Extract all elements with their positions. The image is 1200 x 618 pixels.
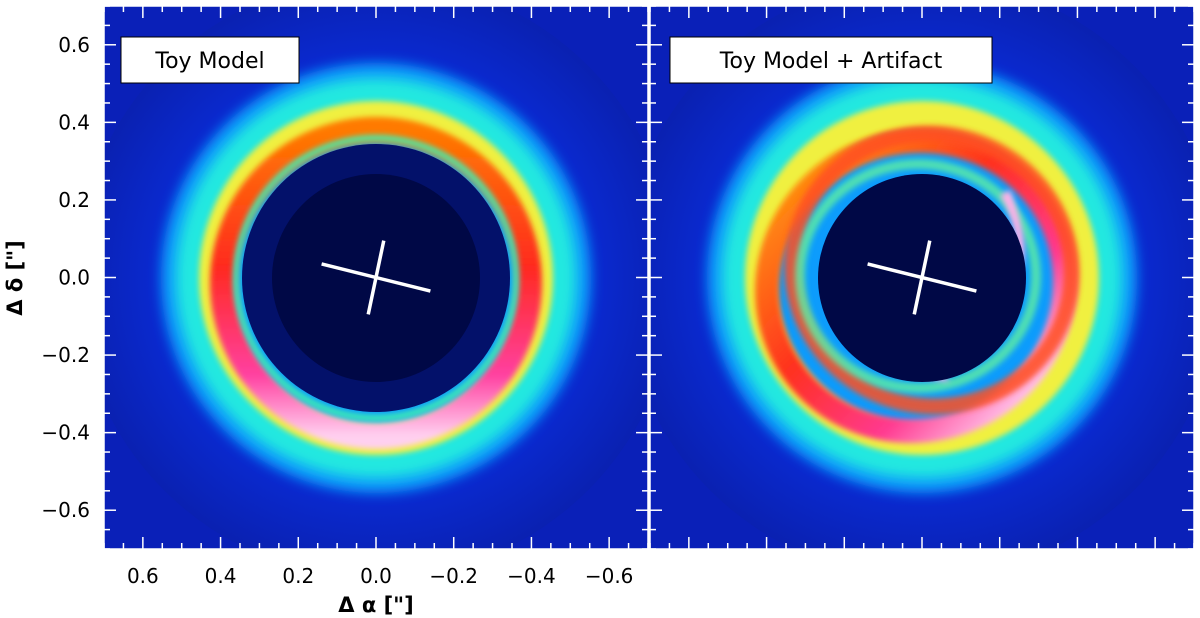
y-axis-label: Δ δ ["] <box>3 240 27 315</box>
heatmap-image-right <box>650 6 1194 549</box>
panel-label-box-right: Toy Model + Artifact <box>669 36 993 84</box>
panel-label-toy-model: Toy Model <box>154 49 264 74</box>
x-tick-label: 0.4 <box>205 564 237 588</box>
panel-label-toy-model-artifact: Toy Model + Artifact <box>719 49 943 74</box>
x-tick-label: 0.0 <box>360 564 392 588</box>
y-tick-label: −0.4 <box>41 421 90 445</box>
y-tick-label: −0.2 <box>41 343 90 367</box>
y-tick-label: 0.4 <box>58 110 90 134</box>
y-tick-label: 0.6 <box>58 33 90 57</box>
position-angle-cross-left <box>321 240 431 315</box>
tick-marks-right <box>649 5 1195 550</box>
y-tick-label: −0.6 <box>41 498 90 522</box>
y-tick-label: 0.0 <box>58 266 90 290</box>
cross-minor-axis <box>912 240 932 315</box>
x-tick-label: −0.4 <box>507 564 556 588</box>
x-tick-label: 0.6 <box>127 564 159 588</box>
x-tick-labels: 0.6 0.4 0.2 0.0 −0.2 −0.4 −0.6 <box>127 564 633 588</box>
x-axis-label: Δ α ["] <box>338 593 413 617</box>
x-tick-label: 0.2 <box>282 564 314 588</box>
cross-minor-axis <box>366 240 386 315</box>
heatmap-image-left <box>104 6 648 549</box>
x-tick-label: −0.2 <box>429 564 478 588</box>
tick-marks-left <box>103 5 649 550</box>
panel-label-box-left: Toy Model <box>120 36 300 84</box>
y-tick-label: 0.2 <box>58 188 90 212</box>
panel-toy-model-artifact: Toy Model + Artifact <box>649 5 1195 550</box>
position-angle-cross-right <box>867 240 977 315</box>
panel-toy-model: Toy Model 0.60.40.20.0−0.2−0.4−0.6 0.6 0.… <box>3 5 649 617</box>
y-tick-labels: 0.6 0.4 0.2 0.0 −0.2 −0.4 −0.6 <box>41 33 90 522</box>
x-tick-label: −0.6 <box>585 564 634 588</box>
